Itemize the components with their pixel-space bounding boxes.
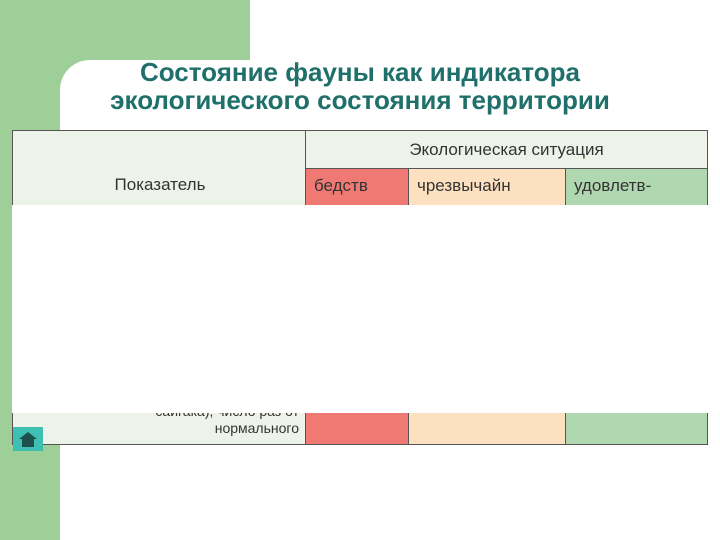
situation-header: Экологическая ситуация — [305, 130, 708, 169]
row-text-line: нормального — [214, 420, 299, 436]
indicator-header-text: Показатель — [114, 175, 206, 194]
title-line: экологического состояния территории — [110, 85, 610, 115]
title: Состояние фауны как индикатора экологиче… — [60, 58, 660, 114]
overlay — [12, 205, 708, 413]
column-header-text: чрезвычайн — [417, 176, 511, 195]
column-header-text: бедств — [314, 176, 368, 195]
title-line: Состояние фауны как индикатора — [139, 57, 581, 87]
home-icon — [19, 432, 37, 447]
column-header-text: удовлетв- — [574, 176, 652, 195]
white-corner — [60, 60, 260, 140]
situation-header-text: Экологическая ситуация — [409, 139, 604, 159]
home-button[interactable] — [13, 427, 43, 451]
